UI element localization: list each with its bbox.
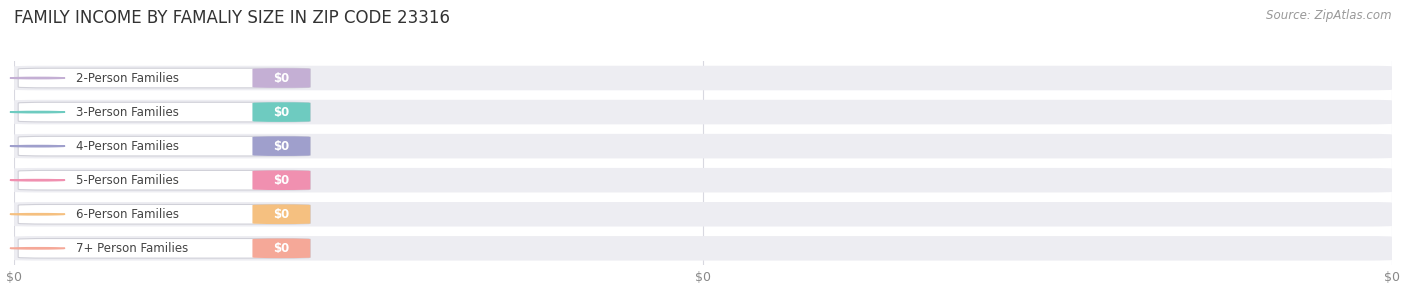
FancyBboxPatch shape	[14, 100, 1392, 124]
Text: 5-Person Families: 5-Person Families	[76, 174, 179, 187]
Text: Source: ZipAtlas.com: Source: ZipAtlas.com	[1267, 9, 1392, 22]
FancyBboxPatch shape	[18, 136, 311, 156]
Text: $0: $0	[273, 72, 290, 84]
Circle shape	[10, 248, 65, 249]
FancyBboxPatch shape	[18, 102, 311, 122]
Text: FAMILY INCOME BY FAMALIY SIZE IN ZIP CODE 23316: FAMILY INCOME BY FAMALIY SIZE IN ZIP COD…	[14, 9, 450, 27]
Circle shape	[10, 214, 65, 215]
FancyBboxPatch shape	[18, 170, 311, 190]
Text: 6-Person Families: 6-Person Families	[76, 208, 179, 221]
Text: 3-Person Families: 3-Person Families	[76, 106, 179, 119]
Circle shape	[10, 180, 65, 181]
FancyBboxPatch shape	[14, 134, 1392, 158]
FancyBboxPatch shape	[253, 170, 311, 190]
Circle shape	[10, 77, 65, 79]
FancyBboxPatch shape	[18, 239, 311, 258]
Text: 7+ Person Families: 7+ Person Families	[76, 242, 188, 255]
Text: $0: $0	[273, 106, 290, 119]
FancyBboxPatch shape	[253, 102, 311, 122]
FancyBboxPatch shape	[253, 68, 311, 88]
Text: $0: $0	[273, 208, 290, 221]
FancyBboxPatch shape	[253, 136, 311, 156]
FancyBboxPatch shape	[253, 204, 311, 224]
FancyBboxPatch shape	[14, 168, 1392, 192]
Text: 4-Person Families: 4-Person Families	[76, 140, 179, 152]
FancyBboxPatch shape	[18, 68, 311, 88]
Text: $0: $0	[273, 242, 290, 255]
FancyBboxPatch shape	[14, 236, 1392, 260]
FancyBboxPatch shape	[253, 239, 311, 258]
FancyBboxPatch shape	[14, 202, 1392, 227]
FancyBboxPatch shape	[14, 66, 1392, 90]
Circle shape	[10, 145, 65, 147]
Text: 2-Person Families: 2-Person Families	[76, 72, 179, 84]
FancyBboxPatch shape	[18, 204, 311, 224]
Text: $0: $0	[273, 174, 290, 187]
Circle shape	[10, 111, 65, 113]
Text: $0: $0	[273, 140, 290, 152]
